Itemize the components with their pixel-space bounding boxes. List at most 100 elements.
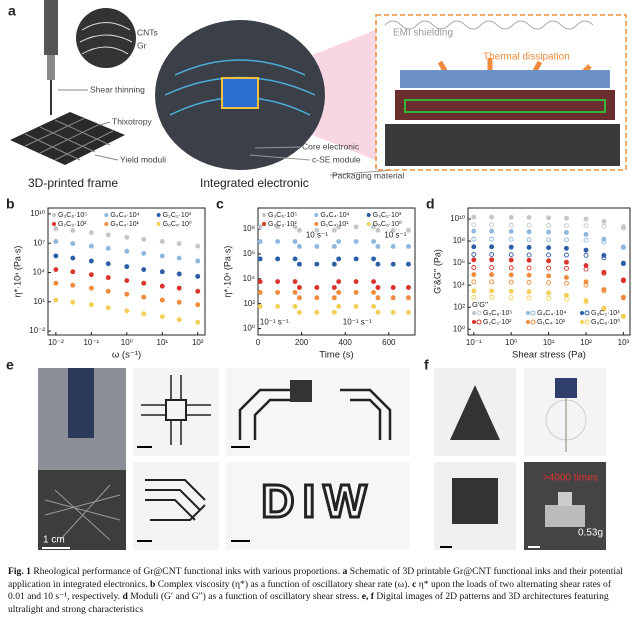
- data-point: [526, 295, 532, 301]
- data-point: [390, 309, 396, 315]
- data-point: [620, 261, 626, 267]
- caption-label: c: [412, 578, 417, 590]
- data-point: [275, 256, 281, 262]
- data-point: [296, 285, 302, 290]
- data-point: [105, 305, 111, 311]
- data-point: [508, 265, 514, 271]
- data-point: [371, 239, 377, 244]
- data-point: [176, 271, 182, 277]
- data-point: [390, 285, 396, 290]
- annotation: Core electronic: [302, 141, 360, 151]
- data-point: [53, 226, 59, 232]
- legend-marker: [104, 222, 109, 226]
- data-point: [508, 214, 514, 220]
- legend-marker: [52, 213, 56, 217]
- data-point: [257, 256, 263, 262]
- legend-marker: [526, 320, 530, 324]
- x-tick-label: 10⁰: [121, 338, 133, 347]
- y-tick-label: 10⁶: [243, 249, 255, 258]
- data-point: [489, 222, 495, 228]
- y-tick-label: 10⁰: [243, 324, 255, 333]
- data-point: [471, 244, 477, 250]
- data-point: [526, 244, 532, 250]
- legend-label: G₆C₆·10⁰: [163, 220, 192, 228]
- data-point: [88, 302, 94, 308]
- data-point: [176, 255, 182, 261]
- data-point: [70, 228, 76, 233]
- data-point: [275, 279, 281, 285]
- data-point: [489, 272, 495, 278]
- legend-marker: [530, 319, 536, 325]
- data-point: [105, 245, 111, 251]
- data-point: [601, 270, 607, 276]
- data-point: [53, 253, 59, 259]
- data-point: [583, 223, 589, 229]
- scale-label: 1 cm: [43, 535, 65, 546]
- legend-label: G₃C₆·10⁵: [58, 212, 87, 219]
- photo-images: [434, 368, 606, 550]
- data-point: [390, 261, 396, 267]
- data-point: [375, 261, 381, 267]
- data-point: [375, 227, 381, 233]
- caption-label: Fig. 1: [8, 566, 31, 577]
- data-point: [526, 237, 532, 243]
- data-point: [195, 319, 201, 325]
- data-point: [275, 289, 281, 295]
- legend-marker: [314, 213, 319, 217]
- data-point: [70, 269, 76, 275]
- data-point: [159, 283, 165, 289]
- data-point: [546, 280, 552, 286]
- data-point: [601, 239, 607, 245]
- y-tick-label: 10⁰: [453, 324, 465, 333]
- load-label: >4000 times: [543, 473, 598, 484]
- data-point: [546, 215, 552, 221]
- data-point: [353, 239, 359, 244]
- data-point: [508, 272, 514, 278]
- data-point: [195, 288, 201, 294]
- legend-label: G₂C₃·10²: [58, 221, 87, 228]
- data-point: [292, 224, 298, 230]
- y-tick-label: 10⁷: [33, 238, 45, 247]
- plot-frame: [257, 207, 416, 336]
- data-point: [489, 228, 495, 234]
- data-point: [257, 303, 263, 309]
- data-point: [292, 289, 298, 295]
- data-point: [159, 297, 165, 303]
- mass-label: 0.53g: [578, 528, 603, 539]
- data-point: [314, 295, 320, 301]
- data-point: [296, 295, 302, 301]
- x-tick-label: 10²: [192, 338, 204, 347]
- data-point: [583, 231, 589, 237]
- data-point: [526, 265, 532, 271]
- data-point: [564, 215, 569, 221]
- data-point: [375, 244, 381, 249]
- data-point: [489, 288, 495, 294]
- y-axis-label: G'&G'' (Pa): [432, 249, 442, 294]
- data-point: [331, 295, 337, 301]
- data-point: [371, 279, 377, 285]
- data-point: [70, 299, 76, 305]
- data-point: [471, 265, 477, 270]
- y-tick-label: 10⁴: [243, 274, 256, 283]
- legend-marker: [472, 311, 476, 315]
- data-point: [583, 252, 589, 258]
- data-point: [257, 289, 263, 295]
- annotation: 10⁻¹ s⁻¹: [260, 318, 289, 327]
- data-point: [257, 224, 263, 230]
- data-point: [331, 244, 337, 249]
- legend-label: G₁C₄·10¹: [537, 319, 566, 326]
- annotation: 10 s⁻¹: [384, 231, 406, 240]
- data-point: [406, 309, 411, 315]
- data-point: [508, 257, 514, 263]
- data-point: [471, 214, 477, 220]
- data-point: [564, 245, 569, 251]
- data-point: [53, 267, 59, 273]
- data-point: [564, 230, 569, 235]
- y-tick-label: 10²: [243, 299, 255, 308]
- data-point: [526, 289, 532, 295]
- legend-marker: [584, 310, 590, 316]
- legend-marker: [584, 319, 590, 325]
- legend-marker: [52, 222, 56, 226]
- data-point: [564, 274, 569, 280]
- x-tick-label: 10¹: [543, 338, 555, 347]
